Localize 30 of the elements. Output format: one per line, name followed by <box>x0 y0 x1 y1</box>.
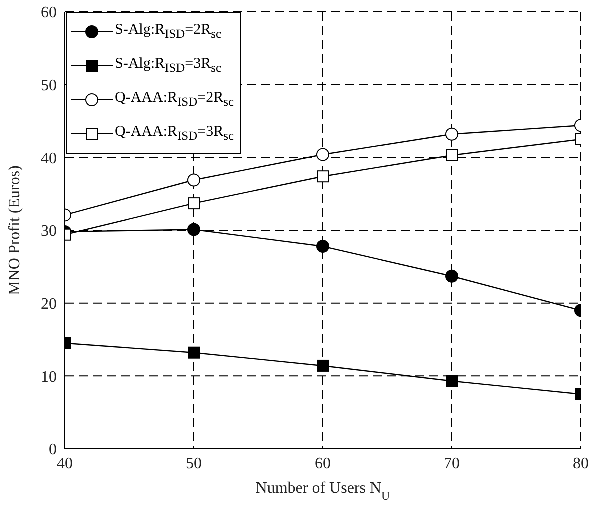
x-axis-title: Number of Users N$_{U}$ <box>256 480 391 503</box>
point <box>188 174 200 187</box>
y-axis-title: MNO Profit (Euros) <box>6 166 24 296</box>
x-tick-label: 70 <box>444 455 460 472</box>
y-tick-label: 10 <box>41 368 57 386</box>
point <box>317 360 329 372</box>
x-tick-label: 80 <box>573 455 589 472</box>
point <box>446 149 458 162</box>
y-tick-label: 50 <box>41 78 57 95</box>
x-tick-label: 40 <box>57 455 73 472</box>
x-tick-label: 50 <box>186 455 202 472</box>
y-tick-label: 30 <box>41 223 57 240</box>
legend-label: S-Alg:R$_{ISD}$=3R$_{sc}$ <box>115 56 222 76</box>
point <box>188 346 200 359</box>
point <box>316 240 330 254</box>
point <box>188 223 200 236</box>
point <box>188 198 200 210</box>
legend-label: Q-AAA:R$_{ISD}$=3R$_{sc}$ <box>115 124 234 144</box>
y-tick-label: 60 <box>41 4 57 22</box>
point <box>446 270 458 283</box>
point <box>446 128 458 141</box>
y-tick-label: 40 <box>41 150 57 168</box>
legend-label: S-Alg:R$_{ISD}$=2R$_{sc}$ <box>115 22 222 42</box>
point <box>317 170 329 183</box>
y-tick-label: 20 <box>41 296 57 314</box>
point <box>316 148 330 162</box>
x-tick-label: 60 <box>315 455 331 472</box>
point <box>446 375 458 388</box>
y-tick-label: 0 <box>49 442 57 459</box>
legend-label: Q-AAA:R$_{ISD}$=2R$_{sc}$ <box>115 90 234 110</box>
